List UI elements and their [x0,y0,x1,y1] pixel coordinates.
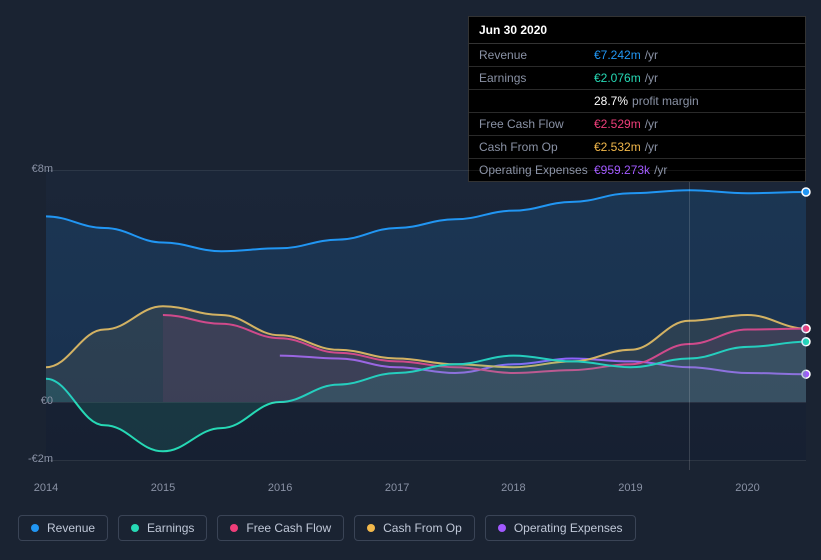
tooltip-date: Jun 30 2020 [469,17,805,44]
tooltip: Jun 30 2020 Revenue€7.242m /yrEarnings€2… [468,16,806,182]
tooltip-row-value: €2.076m [594,71,641,85]
y-axis-label: €0 [13,395,53,407]
legend: Revenue Earnings Free Cash Flow Cash From O… [18,515,636,541]
x-axis-label: 2015 [151,482,175,494]
tooltip-row: Earnings€2.076m /yr [469,67,805,90]
chart-area [46,160,806,470]
y-axis-label: €8m [13,163,53,175]
tooltip-row: Cash From Op€2.532m /yr [469,136,805,159]
series-end-dot [802,188,810,196]
x-axis-label: 2016 [268,482,292,494]
legend-item-free-cash-flow[interactable]: Free Cash Flow [217,515,344,541]
tooltip-vertical-line [689,170,690,470]
tooltip-row: Revenue€7.242m /yr [469,44,805,67]
tooltip-row: Free Cash Flow€2.529m /yr [469,113,805,136]
legend-dot [498,524,506,532]
legend-item-operating-expenses[interactable]: Operating Expenses [485,515,636,541]
tooltip-row-unit: /yr [645,117,658,131]
legend-item-earnings[interactable]: Earnings [118,515,207,541]
tooltip-row-unit: profit margin [632,94,699,108]
tooltip-row-value: €2.532m [594,140,641,154]
legend-label: Free Cash Flow [246,521,331,535]
legend-dot [367,524,375,532]
tooltip-row-value: €7.242m [594,48,641,62]
tooltip-row-value: 28.7% [594,94,628,108]
tooltip-row-label: Revenue [479,48,594,62]
y-gridline [46,460,806,461]
x-axis-label: 2018 [501,482,525,494]
y-gridline [46,402,806,403]
x-axis-label: 2017 [385,482,409,494]
legend-dot [31,524,39,532]
tooltip-row-unit: /yr [645,71,658,85]
tooltip-row-label: Free Cash Flow [479,117,594,131]
legend-label: Revenue [47,521,95,535]
legend-label: Earnings [147,521,194,535]
x-axis: 2014201520162017201820192020 [46,482,806,502]
series-area-revenue [46,190,806,402]
legend-item-cash-from-op[interactable]: Cash From Op [354,515,475,541]
legend-dot [131,524,139,532]
tooltip-row-label: Earnings [479,71,594,85]
x-axis-label: 2014 [34,482,58,494]
tooltip-row-unit: /yr [645,140,658,154]
y-axis-label: -€2m [13,453,53,465]
legend-label: Cash From Op [383,521,462,535]
tooltip-row-label [479,94,594,108]
x-axis-label: 2019 [618,482,642,494]
x-axis-label: 2020 [735,482,759,494]
tooltip-row-value: €2.529m [594,117,641,131]
chart-svg [46,160,806,470]
legend-label: Operating Expenses [514,521,623,535]
tooltip-row-unit: /yr [645,48,658,62]
tooltip-row-label: Cash From Op [479,140,594,154]
legend-item-revenue[interactable]: Revenue [18,515,108,541]
tooltip-row: 28.7% profit margin [469,90,805,113]
y-gridline [46,170,806,171]
legend-dot [230,524,238,532]
